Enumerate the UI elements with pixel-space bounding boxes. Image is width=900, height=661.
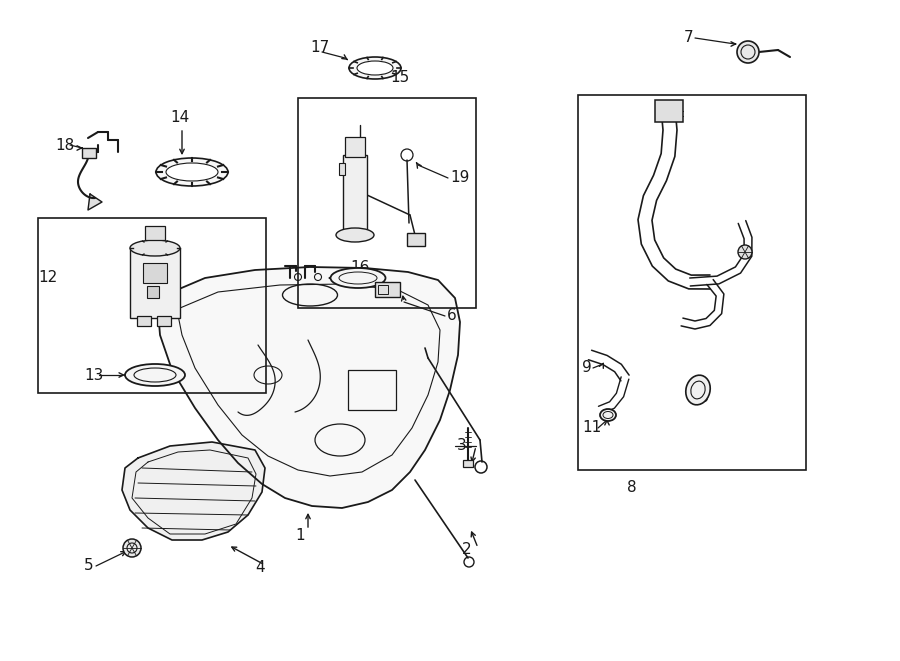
Bar: [375, 282, 400, 297]
Bar: [143, 263, 167, 283]
Text: 10: 10: [690, 391, 709, 405]
Ellipse shape: [156, 158, 228, 186]
Bar: [463, 460, 473, 467]
Bar: [130, 248, 180, 318]
Bar: [348, 370, 396, 410]
Bar: [145, 226, 165, 240]
Bar: [343, 155, 367, 235]
Text: 9: 9: [582, 360, 592, 375]
Text: 7: 7: [684, 30, 694, 46]
Polygon shape: [158, 267, 460, 508]
Ellipse shape: [357, 61, 393, 75]
Ellipse shape: [130, 240, 180, 256]
Bar: [345, 137, 365, 157]
Text: 14: 14: [170, 110, 189, 126]
Bar: [157, 316, 171, 326]
Bar: [378, 285, 388, 294]
Text: 17: 17: [310, 40, 329, 56]
Bar: [82, 148, 96, 158]
Bar: [407, 233, 425, 246]
Bar: [38, 218, 266, 393]
Text: 1: 1: [295, 527, 304, 543]
Ellipse shape: [349, 57, 401, 79]
Polygon shape: [88, 194, 102, 210]
Text: 11: 11: [582, 420, 601, 436]
Text: 6: 6: [447, 309, 456, 323]
Text: 15: 15: [390, 71, 410, 85]
Text: 5: 5: [84, 559, 94, 574]
Bar: [137, 316, 151, 326]
Ellipse shape: [330, 268, 385, 288]
Ellipse shape: [166, 163, 218, 181]
Text: 19: 19: [450, 171, 470, 186]
Bar: [655, 100, 683, 122]
Ellipse shape: [125, 364, 185, 386]
Text: 8: 8: [627, 481, 636, 496]
Ellipse shape: [600, 409, 616, 421]
Circle shape: [123, 539, 141, 557]
Ellipse shape: [336, 228, 374, 242]
Text: 2: 2: [462, 543, 472, 557]
Text: 3: 3: [457, 438, 467, 453]
Text: 4: 4: [255, 561, 265, 576]
Bar: [298, 98, 476, 308]
Text: 12: 12: [38, 270, 58, 286]
Text: 18: 18: [55, 137, 74, 153]
Bar: [578, 95, 806, 470]
Polygon shape: [122, 442, 265, 540]
Ellipse shape: [686, 375, 710, 405]
Circle shape: [738, 245, 752, 259]
Text: 13: 13: [84, 368, 104, 383]
Text: 16: 16: [350, 260, 369, 276]
Bar: [147, 286, 159, 298]
Bar: [339, 163, 345, 175]
Circle shape: [737, 41, 759, 63]
